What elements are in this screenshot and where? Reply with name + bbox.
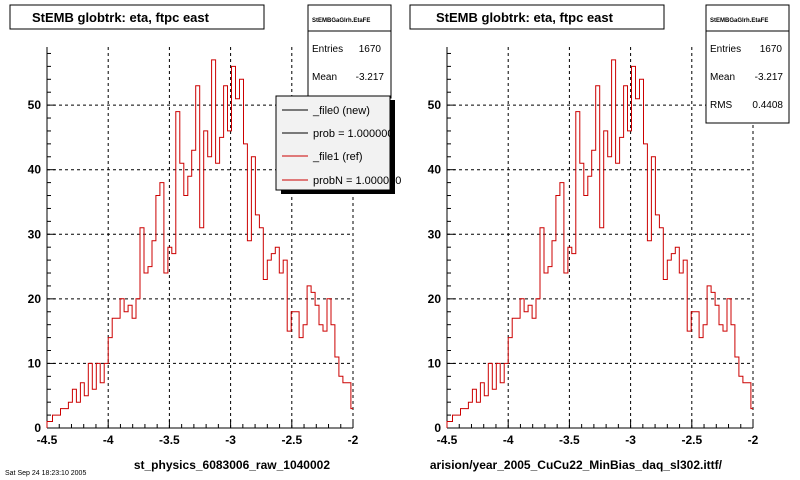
left-title-box <box>9 4 265 30</box>
left-x-tick-label-4: -2.5 <box>281 433 302 447</box>
left-y-ticks: 0 10 20 30 40 50 <box>28 52 55 435</box>
left-stats-box <box>307 4 392 99</box>
right-stats-entries-label: Entries <box>710 44 741 55</box>
left-histogram-series <box>46 59 353 428</box>
right-stats-entries-value: 1670 <box>760 44 783 55</box>
right-stats-box <box>705 4 790 124</box>
legend-label-file1: _file1 (ref) <box>312 151 363 163</box>
left-histogram-panel: 0 10 20 30 40 50 -4.5 -4 -3.5 -3 -2.5 -2 StEMB glo… <box>9 4 401 472</box>
left-legend: _file0 (new) prob = 1.000000 _file1 (ref… <box>275 95 401 194</box>
left-y-tick-label-5: 50 <box>28 98 42 112</box>
right-stats-header: StEMBGaGlrh.EtaFE <box>710 18 768 24</box>
footer-timestamp: Sat Sep 24 18:23:10 2005 <box>5 470 86 477</box>
right-histogram-series <box>446 59 753 428</box>
right-x-tick-label-1: -4 <box>503 433 514 447</box>
left-y-tick-label-4: 40 <box>28 163 42 177</box>
left-stats-mean-value: -3.217 <box>356 72 385 83</box>
right-x-ticks: -4.5 -4 -3.5 -3 -2.5 -2 <box>437 420 759 447</box>
right-x-tick-label-3: -3 <box>625 433 636 447</box>
left-x-tick-label-1: -4 <box>103 433 114 447</box>
right-y-ticks: 0 10 20 30 40 50 <box>428 52 455 435</box>
left-y-tick-label-1: 10 <box>28 356 42 370</box>
right-y-tick-label-3: 30 <box>428 227 442 241</box>
right-chart-title: StEMB globtrk: eta, ftpc east <box>436 10 614 25</box>
right-histogram-panel: 0 10 20 30 40 50 -4.5 -4 -3.5 -3 -2.5 -2 StEMB glo… <box>409 4 790 472</box>
left-y-tick-label-0: 0 <box>34 421 41 435</box>
right-stats-mean-label: Mean <box>710 72 735 83</box>
right-x-tick-label-4: -2.5 <box>681 433 702 447</box>
right-stats-mean-value: -3.217 <box>755 72 784 83</box>
right-stats-rms-label: RMS <box>710 100 733 111</box>
right-y-tick-label-2: 20 <box>428 292 442 306</box>
left-stats-entries-value: 1670 <box>359 44 382 55</box>
left-stats-header: StEMBGaGlrh.EtaFE <box>312 18 370 24</box>
right-x-tick-label-0: -4.5 <box>437 433 458 447</box>
legend-box <box>275 95 391 191</box>
right-y-tick-label-4: 40 <box>428 163 442 177</box>
legend-label-prob: prob = 1.000000 <box>313 128 393 140</box>
left-x-tick-label-2: -3.5 <box>159 433 180 447</box>
right-y-tick-label-0: 0 <box>434 421 441 435</box>
left-x-ticks: -4.5 -4 -3.5 -3 -2.5 -2 <box>37 420 359 447</box>
right-x-tick-label-5: -2 <box>748 433 759 447</box>
right-stats-rms-value: 0.4408 <box>752 100 783 111</box>
right-x-axis-label: arision/year_2005_CuCu22_MinBias_daq_sl3… <box>430 458 723 472</box>
left-chart-title: StEMB globtrk: eta, ftpc east <box>32 10 210 25</box>
left-stats-entries-label: Entries <box>312 44 343 55</box>
left-x-tick-label-5: -2 <box>348 433 359 447</box>
right-y-tick-label-5: 50 <box>428 98 442 112</box>
left-y-tick-label-2: 20 <box>28 292 42 306</box>
left-stats-mean-label: Mean <box>312 72 337 83</box>
right-x-tick-label-2: -3.5 <box>559 433 580 447</box>
left-x-axis-label: st_physics_6083006_raw_1040002 <box>134 458 330 472</box>
right-y-tick-label-1: 10 <box>428 356 442 370</box>
left-x-tick-label-3: -3 <box>225 433 236 447</box>
left-y-tick-label-3: 30 <box>28 227 42 241</box>
right-title-box <box>409 4 665 30</box>
legend-label-file0: _file0 (new) <box>312 105 370 117</box>
left-x-tick-label-0: -4.5 <box>37 433 58 447</box>
legend-label-probn: probN = 1.000000 <box>313 175 401 187</box>
